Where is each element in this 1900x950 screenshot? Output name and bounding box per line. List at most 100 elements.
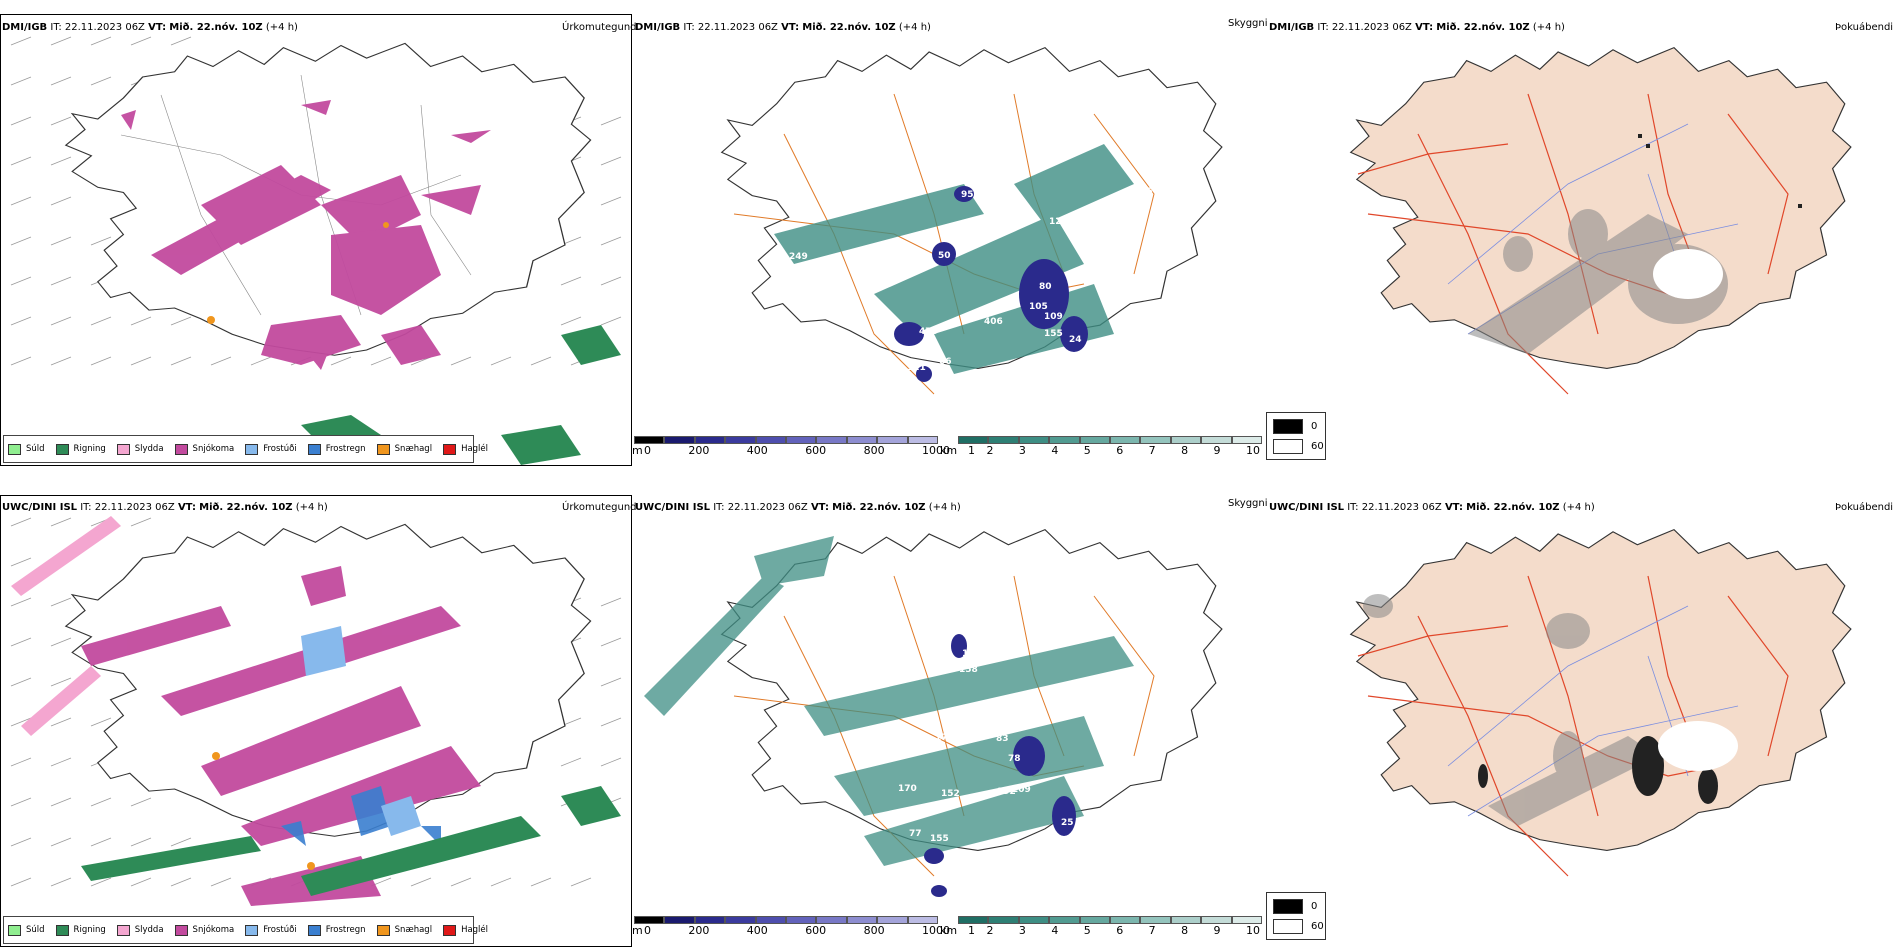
legend-swatch: [116, 443, 130, 455]
legend-item: Súld: [8, 924, 45, 936]
model-name: DMI/IGB: [2, 22, 48, 33]
init-time: 22.11.2023 06Z: [727, 502, 808, 513]
colorbar-segment: [1170, 916, 1202, 924]
visibility-colorbar-top: km 1 2 3 4 5 6 7 8 9 10: [940, 436, 1264, 460]
cloud-base-colorbar-bottom: m 0 200 400 600 800 1000: [632, 916, 950, 940]
it-label: IT:: [1347, 502, 1359, 513]
legend-item: Frostúði: [245, 924, 297, 936]
colorbar-segment: [1079, 436, 1110, 444]
valid-time: Mið. 22.nóv. 10Z: [1436, 22, 1530, 33]
precip-type-panel-top: Súld Rigning Slydda Snjókoma Frostúði Fr…: [0, 14, 632, 466]
it-label: IT:: [50, 22, 62, 33]
legend-item: Snæhagl: [376, 443, 433, 455]
legend-label: Frostúði: [263, 925, 297, 935]
lead-time: (+4 h): [1532, 22, 1565, 33]
colorbar-tick-label: 2: [986, 924, 994, 937]
fog-legend-row: 0: [1273, 899, 1317, 914]
colorbar-segment: [1140, 916, 1171, 924]
colorbar-segment: [634, 436, 665, 444]
valid-time: Mið. 22.nóv. 10Z: [199, 502, 293, 513]
lead-time: (+4 h): [928, 502, 961, 513]
header-top-fog: DMI/IGB IT: 22.11.2023 06Z VT: Mið. 22.n…: [1269, 22, 1565, 34]
colorbar-tick-label: 10: [1246, 444, 1260, 457]
legend-label: Slydda: [134, 925, 164, 935]
colorbar-segment: [958, 436, 989, 444]
colorbar-unit: km: [940, 444, 958, 457]
it-label: IT:: [1317, 22, 1329, 33]
legend-swatch: [116, 924, 130, 936]
colorbar-segment: [907, 916, 938, 924]
legend-item: Haglél: [443, 924, 488, 936]
colorbar-segment: [877, 436, 908, 444]
vt-label: VT:: [810, 502, 829, 513]
colorbar-tick-label: 9: [1213, 444, 1221, 457]
legend-swatch: [8, 443, 21, 455]
legend-label: Súld: [26, 444, 45, 454]
colorbar-segment: [1018, 436, 1050, 444]
fog-legend-label: 0: [1311, 421, 1318, 432]
colorbar-segment: [1049, 916, 1080, 924]
fog-legend-label: 0: [1311, 901, 1318, 912]
legend-label: Rigning: [73, 444, 106, 454]
legend-swatch: [8, 924, 21, 936]
vt-label: VT:: [781, 22, 800, 33]
legend-item: Haglél: [443, 443, 488, 455]
colorbar-tick-label: 6: [1116, 924, 1124, 937]
colorbar-segment: [694, 436, 726, 444]
colorbar-segment: [846, 916, 878, 924]
colorbar-unit: m: [632, 924, 643, 937]
colorbar-tick-label: 6: [1116, 444, 1124, 457]
colorbar-segment: [1110, 916, 1141, 924]
fog-swatch: [1273, 919, 1303, 934]
init-time: 22.11.2023 06Z: [64, 22, 145, 33]
init-time: 22.11.2023 06Z: [1331, 22, 1412, 33]
colorbar-segment: [1201, 436, 1232, 444]
it-label: IT:: [683, 22, 695, 33]
colorbar-tick-label: 800: [863, 444, 885, 457]
legend-label: Snjókoma: [192, 925, 235, 935]
legend-label: Snæhagl: [394, 444, 433, 454]
field-title-fog-top: Þokuábendi: [1835, 22, 1894, 33]
colorbar-segment: [725, 916, 756, 924]
legend-label: Snæhagl: [394, 925, 433, 935]
colorbar-tick-label: 8: [1181, 924, 1189, 937]
fog-panel-bottom: [1268, 516, 1900, 916]
lead-time: (+4 h): [265, 22, 298, 33]
model-name: UWC/DINI ISL: [2, 502, 78, 513]
legend-swatch: [55, 443, 69, 455]
colorbar-unit: m: [632, 444, 643, 457]
legend-item: Slydda: [116, 924, 164, 936]
colorbar-tick-label: 7: [1148, 444, 1156, 457]
colorbar-tick-label: 400: [746, 444, 768, 457]
colorbar-segment: [786, 436, 817, 444]
header-top-visibility: DMI/IGB IT: 22.11.2023 06Z VT: Mið. 22.n…: [635, 22, 931, 34]
legend-label: Snjókoma: [192, 444, 235, 454]
legend-label: Frostregn: [325, 444, 366, 454]
legend-item: Frostregn: [307, 443, 366, 455]
visibility-map-bottom: [644, 529, 1223, 897]
precip-legend-bottom: Súld Rigning Slydda Snjókoma Frostúði Fr…: [3, 916, 488, 944]
valid-time: Mið. 22.nóv. 10Z: [832, 502, 926, 513]
valid-time: Mið. 22.nóv. 10Z: [802, 22, 896, 33]
model-name: UWC/DINI ISL: [635, 502, 711, 513]
legend-swatch: [376, 443, 390, 455]
legend-label: Slydda: [134, 444, 164, 454]
colorbar-segment: [1231, 916, 1262, 924]
lead-time: (+4 h): [1562, 502, 1595, 513]
colorbar-segment: [1170, 436, 1202, 444]
colorbar-segment: [694, 916, 726, 924]
precip-legend-top: Súld Rigning Slydda Snjókoma Frostúði Fr…: [3, 435, 488, 463]
colorbar-segment: [1201, 916, 1232, 924]
colorbar-segment: [816, 436, 847, 444]
colorbar-tick-label: 3: [1018, 444, 1026, 457]
colorbar-segment: [786, 916, 817, 924]
legend-item: Snæhagl: [376, 924, 433, 936]
colorbar-tick-label: 1000: [922, 924, 950, 937]
legend-swatch: [443, 924, 457, 936]
colorbar-tick-label: 800: [863, 924, 885, 937]
legend-swatch: [174, 443, 188, 455]
colorbar-segment: [1110, 436, 1141, 444]
fog-legend-label: 60: [1311, 921, 1324, 932]
colorbar-tick-label: 600: [805, 444, 827, 457]
fog-legend-bottom: 0 60: [1266, 892, 1326, 940]
